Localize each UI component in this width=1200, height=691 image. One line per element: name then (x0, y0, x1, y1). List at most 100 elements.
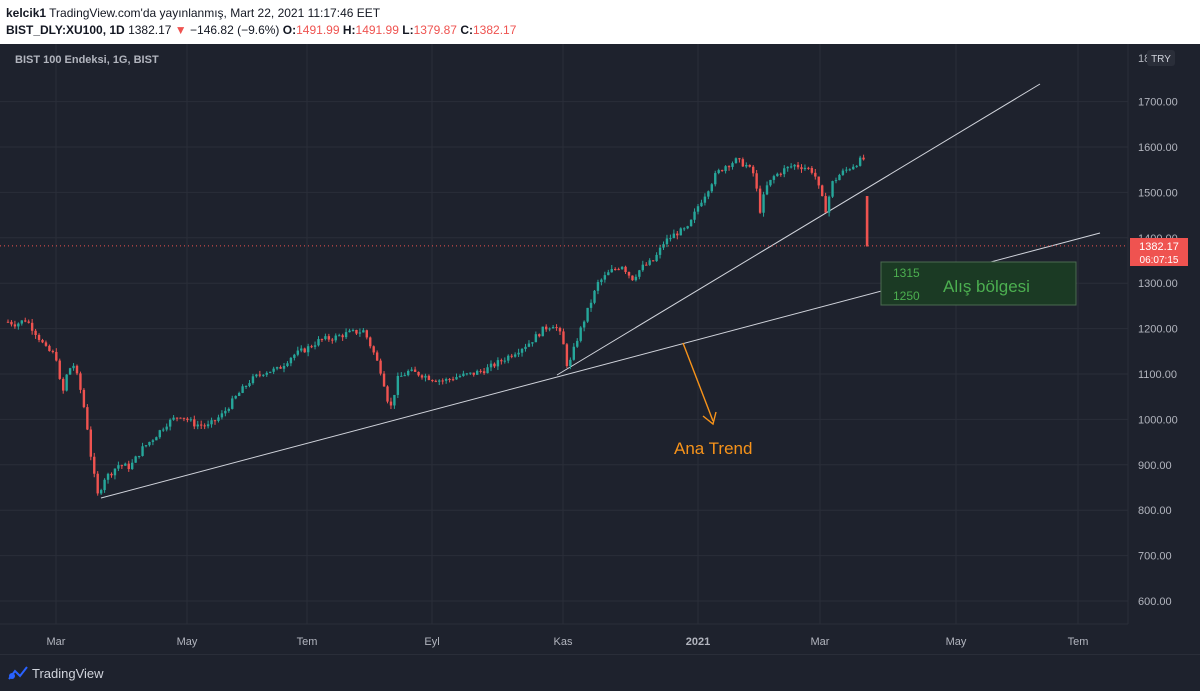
candle-body (727, 166, 731, 168)
open-label: O: (282, 23, 297, 37)
price-tick-label: 1000.00 (1138, 414, 1178, 426)
candle-body (206, 424, 210, 427)
candle-body (382, 373, 386, 387)
grid (0, 44, 1128, 624)
candle-body (365, 330, 368, 338)
candle-body (620, 266, 624, 270)
currency-badge[interactable] (1147, 50, 1175, 66)
last-price: 1382.17 (128, 23, 172, 37)
candle-body (617, 269, 620, 271)
candle-body (796, 164, 800, 168)
candle-body (520, 348, 524, 353)
candle-body (79, 373, 82, 390)
price-tick-label: 1700.00 (1138, 97, 1178, 109)
candle-body (655, 254, 658, 262)
candle-body (438, 380, 441, 382)
candle-body (413, 369, 417, 372)
candle-body (431, 379, 434, 381)
down-arrow-icon: ▼ (174, 23, 187, 37)
candle-body (672, 233, 676, 239)
candle-body (627, 271, 631, 276)
price-axis[interactable] (1128, 44, 1200, 624)
candle-body (748, 164, 751, 167)
candle-body (589, 302, 593, 308)
candle-body (576, 340, 579, 347)
candle-body (48, 345, 51, 352)
candle-body (62, 378, 65, 391)
high-label: H: (342, 23, 356, 37)
candle-body (731, 163, 734, 167)
candle-body (513, 354, 517, 357)
candle-body (355, 329, 358, 334)
candle-body (789, 166, 793, 168)
buy-zone-box[interactable] (880, 261, 1077, 306)
candle-body (455, 377, 458, 380)
candle-body (493, 363, 496, 367)
candle-body (779, 173, 782, 175)
candle-body (255, 374, 258, 377)
candle-body (217, 417, 220, 421)
candle-body (186, 418, 189, 421)
close-value: 1382.17 (473, 23, 517, 37)
candle-body (817, 176, 820, 186)
candle-body (434, 380, 437, 382)
candle-body (807, 167, 810, 169)
candle-body (651, 260, 655, 262)
candle-body (296, 350, 299, 355)
time-axis[interactable] (0, 624, 1200, 654)
trend-annotation[interactable]: Ana Trend (674, 342, 752, 458)
candle-body (848, 169, 851, 171)
buy-zone[interactable]: 1315 1250 Alış bölgesi (880, 261, 1077, 306)
candle-body (20, 320, 23, 324)
candle-body (175, 417, 179, 419)
low-value: 1379.87 (413, 23, 457, 37)
candle-body (334, 335, 337, 341)
candle-body (810, 168, 814, 173)
candle-body (534, 334, 538, 343)
tradingview-logo-icon[interactable] (8, 665, 28, 681)
candles (6, 154, 869, 496)
short-trendline[interactable] (556, 83, 1041, 376)
candle-body (479, 370, 482, 372)
candle-body (710, 184, 713, 192)
candle-body (486, 367, 489, 374)
candle-body (203, 425, 206, 427)
candle-body (538, 334, 541, 337)
candle-body (286, 363, 289, 366)
trend-arrow-line (682, 342, 714, 422)
candle-body (444, 379, 448, 381)
candle-body (30, 322, 34, 331)
candle-body (237, 392, 241, 396)
candle-body (631, 275, 634, 281)
low-label: L: (402, 23, 414, 37)
candle-body (696, 206, 700, 212)
candle-body (638, 270, 641, 277)
candle-body (793, 164, 796, 167)
candle-body (555, 327, 558, 329)
footer-bar: TradingView (0, 654, 1200, 691)
author-name[interactable]: kelcik1 (6, 6, 47, 20)
price-tick-label: 900.00 (1138, 460, 1172, 472)
candle-body (86, 407, 89, 430)
chart-panel[interactable]: BIST 100 Endeksi, 1G, BIST 600.00 700.00 8… (0, 44, 1200, 654)
candle-body (641, 264, 644, 271)
candle-body (741, 159, 745, 167)
time-tick-label: Tem (297, 636, 318, 648)
candle-body (182, 417, 186, 419)
price-tick-label: 700.00 (1138, 551, 1172, 563)
publish-info: kelcik1 TradingView.com'da yayınlanmış, … (6, 6, 380, 20)
brand-name[interactable]: TradingView (32, 666, 104, 681)
candle-body (131, 462, 134, 470)
candle-body (752, 166, 755, 174)
zone-bottom-value: 1250 (893, 289, 920, 303)
candle-body (279, 367, 282, 369)
candle-body (124, 463, 127, 466)
candle-body (569, 359, 572, 366)
candle-body (155, 437, 158, 441)
price-chart[interactable]: BIST 100 Endeksi, 1G, BIST 600.00 700.00 8… (0, 44, 1200, 654)
candle-body (758, 188, 762, 213)
candle-body (362, 330, 365, 333)
candle-body (686, 226, 689, 229)
candle-body (524, 346, 527, 349)
candle-body (510, 355, 513, 357)
